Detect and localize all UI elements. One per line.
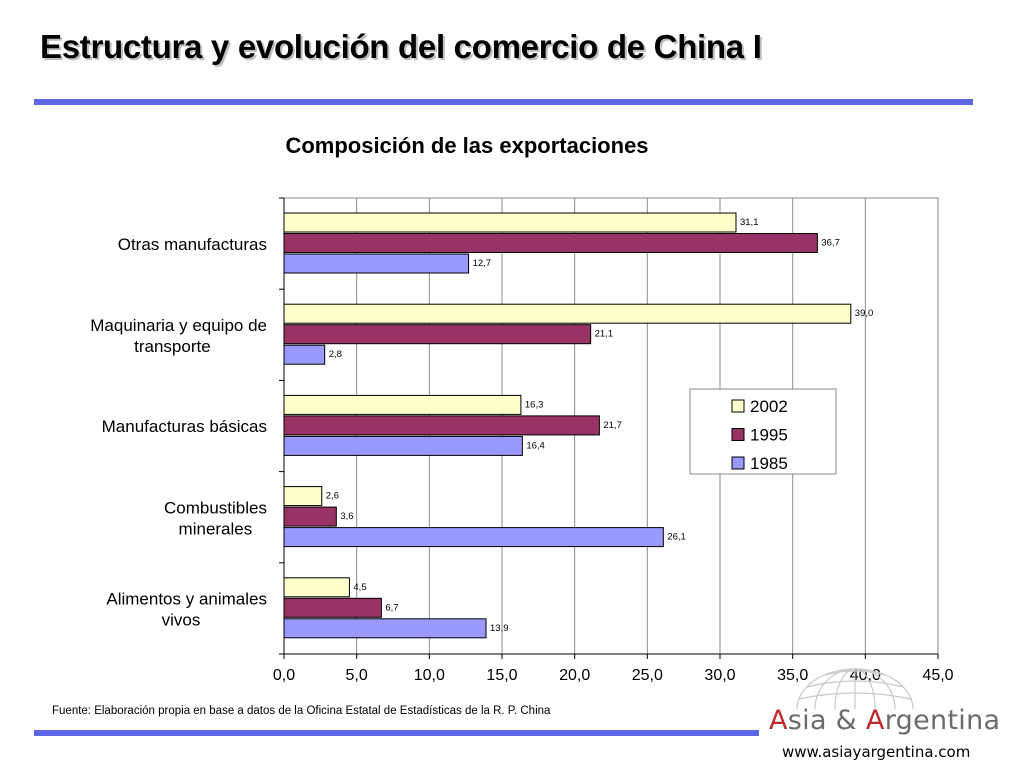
- bar-2002-manufacturas-basicas: [283, 394, 522, 415]
- legend-label-1985: 1985: [750, 454, 788, 473]
- legend: [689, 388, 837, 475]
- x-tick-label: 20,0: [559, 667, 590, 684]
- bar-value-label: 39,0: [855, 308, 874, 319]
- x-tick-label: 45,0: [922, 667, 953, 684]
- title-divider: [34, 99, 973, 105]
- bar-1995-alimentos-y-animales-vivos: [283, 597, 382, 618]
- bar-1995-otras-manufacturas: [283, 233, 818, 253]
- chart-title: Composición de las exportaciones: [285, 133, 649, 158]
- x-tick-label: 15,0: [486, 667, 517, 684]
- bar-1995-combustibles-minerales: [283, 506, 337, 527]
- bar-1995-manufacturas-basicas: [283, 415, 600, 436]
- category-label-combustibles-minerales: Combustibles minerales: [164, 498, 267, 538]
- logo-word-asia: sia &: [787, 705, 866, 736]
- x-tick-label: 30,0: [704, 667, 735, 684]
- bar-value-label: 3,6: [340, 511, 353, 522]
- category-label-manufacturas-basicas: Manufacturas básicas: [102, 417, 267, 436]
- legend-label-2002: 2002: [750, 397, 788, 416]
- logo-url: www.asiayargentina.com: [782, 743, 971, 761]
- bar-value-label: 2,6: [326, 491, 339, 502]
- legend-label-1995: 1995: [750, 426, 788, 445]
- x-tick-label: 0,0: [273, 667, 295, 684]
- bar-value-label: 31,1: [740, 217, 759, 228]
- bar-2002-maquinaria-y-equipo-de-transporte: [283, 303, 852, 324]
- legend-swatch-1995: [731, 428, 745, 441]
- bar-value-label: 2,8: [329, 349, 342, 360]
- legend-swatch-2002: [731, 399, 745, 413]
- bar-value-label: 16,3: [525, 399, 544, 410]
- x-tick-label: 35,0: [777, 667, 808, 684]
- asia-argentina-logo: Asia & Argentina www.asiayargentina.com: [735, 665, 1015, 765]
- legend-swatch-1985: [731, 456, 745, 470]
- bar-value-label: 21,7: [603, 420, 622, 431]
- bar-value-label: 4,5: [353, 582, 366, 593]
- x-tick-label: 25,0: [632, 667, 663, 684]
- bar-1985-combustibles-minerales: [283, 527, 664, 548]
- bar-1985-otras-manufacturas: [283, 253, 470, 274]
- logo-letter-a2: A: [865, 705, 885, 736]
- bar-1985-manufacturas-basicas: [283, 435, 523, 456]
- slide-title: Estructura y evolución del comercio de C…: [40, 28, 762, 65]
- bar-2002-combustibles-minerales: [283, 486, 323, 507]
- globe-icon: [796, 668, 914, 709]
- x-tick-label: 10,0: [414, 667, 445, 684]
- bar-value-label: 21,1: [595, 329, 614, 340]
- bar-2002-otras-manufacturas: [283, 212, 737, 233]
- bar-value-label: 26,1: [667, 532, 686, 543]
- x-tick-label: 5,0: [346, 667, 368, 684]
- logo-wordmark: Asia & Argentina: [769, 705, 1000, 736]
- logo-word-argentina: rgentina: [884, 705, 1001, 736]
- source-note: Fuente: Elaboración propia en base a dat…: [52, 705, 551, 717]
- bar-chart: 0,0 5,0 10,0 15,0 20,0 25,0 30,0 35,0 40,0 45,031…: [90, 197, 954, 684]
- bar-value-label: 6,7: [385, 602, 398, 613]
- category-label-otras-manufacturas: Otras manufacturas: [118, 235, 267, 254]
- category-label-maquinaria-y-equipo-de-transporte: Maquinaria y equipo de transporte: [90, 316, 267, 356]
- footer-divider: [34, 730, 759, 736]
- bar-value-label: 16,4: [526, 440, 545, 451]
- bar-2002-alimentos-y-animales-vivos: [283, 577, 350, 598]
- bar-1995-maquinaria-y-equipo-de-transporte: [283, 324, 592, 345]
- category-label-alimentos-y-animales-vivos: Alimentos y animales vivos: [106, 590, 267, 630]
- bar-value-label: 13,9: [490, 623, 509, 634]
- logo-letter-a1: A: [769, 705, 788, 736]
- bar-value-label: 36,7: [821, 238, 840, 249]
- bar-value-label: 12,7: [473, 258, 492, 269]
- bar-1985-maquinaria-y-equipo-de-transporte: [283, 344, 326, 365]
- bar-1985-alimentos-y-animales-vivos: [283, 618, 487, 639]
